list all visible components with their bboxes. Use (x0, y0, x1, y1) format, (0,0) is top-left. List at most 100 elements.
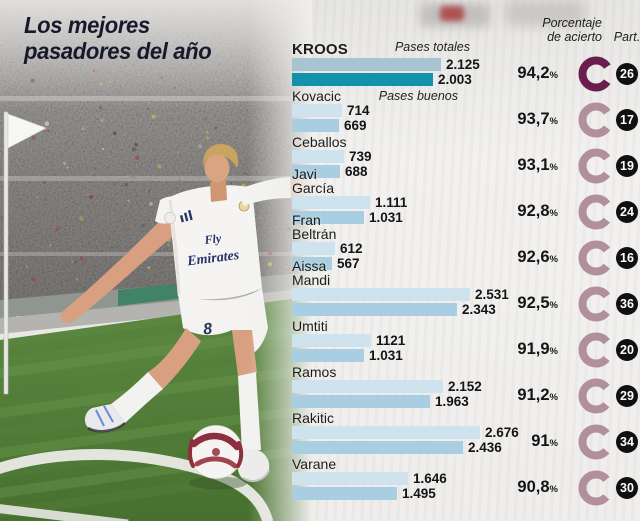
value-pases-buenos: 1.031 (369, 348, 403, 363)
value-pases-totales: 612 (340, 241, 363, 256)
svg-text:Emirates: Emirates (186, 248, 241, 269)
player-neck (210, 180, 227, 202)
accuracy-value: 92,8 (517, 202, 550, 220)
svg-text:Fly: Fly (203, 231, 223, 247)
accuracy-ring-svg (578, 424, 614, 460)
value-pases-totales: 2.125 (446, 57, 480, 72)
accuracy-ring-svg (578, 56, 614, 92)
player-name: Kovacic (292, 88, 342, 104)
player-sock (111, 372, 163, 423)
player-name: Fran Beltrán (292, 212, 337, 242)
accuracy-ring-svg (578, 378, 614, 414)
bar-pases-buenos (292, 73, 433, 86)
accuracy-ring-svg (578, 470, 614, 506)
jersey-sponsor-text: Fly Emirates (186, 231, 241, 269)
player-arm (60, 208, 180, 324)
accuracy-value: 93,1 (517, 156, 550, 174)
value-pases-totales: 1.646 (413, 471, 447, 486)
bar-pases-buenos (292, 257, 332, 270)
accuracy-percent: 91,9% (480, 340, 558, 359)
player-hair (203, 144, 239, 168)
percent-sign: % (549, 254, 558, 265)
value-pases-totales: 2.676 (485, 425, 519, 440)
accuracy-ring-svg (578, 286, 614, 322)
accuracy-ring-svg (578, 148, 614, 184)
accuracy-ring (576, 146, 616, 186)
player-name: Ceballos (292, 134, 347, 150)
value-pases-buenos: 2.436 (468, 440, 502, 455)
bar-pases-buenos (292, 441, 463, 454)
accuracy-value: 94,2 (517, 64, 550, 82)
value-pases-buenos: 567 (337, 256, 360, 271)
bar-pases-buenos (292, 165, 340, 178)
value-pases-totales: 1.111 (375, 195, 408, 210)
accuracy-percent: 93,7% (480, 110, 558, 129)
value-pases-buenos: 2.003 (438, 72, 472, 87)
matches-badge: 34 (616, 431, 638, 453)
percent-sign: % (549, 208, 558, 219)
percent-sign: % (549, 438, 558, 449)
accuracy-ring (576, 468, 616, 508)
percent-sign: % (549, 300, 558, 311)
accuracy-ring-svg (578, 194, 614, 230)
percent-sign: % (549, 392, 558, 403)
bar-pases-totales (292, 242, 335, 255)
accuracy-header-line1: Porcentaje (542, 16, 602, 30)
percent-sign: % (549, 346, 558, 357)
value-pases-buenos: 1.963 (435, 394, 469, 409)
accuracy-ring (576, 54, 616, 94)
accuracy-ring (576, 100, 616, 140)
player-jersey (168, 185, 262, 300)
soccer-ball (187, 425, 247, 490)
player-name: Ramos (292, 364, 337, 380)
accuracy-ring-svg (578, 240, 614, 276)
bar-pases-totales (292, 380, 443, 393)
percent-sign: % (549, 116, 558, 127)
accuracy-value: 91 (531, 432, 550, 450)
player-name: Varane (292, 456, 337, 472)
accuracy-ring (576, 192, 616, 232)
bar-pases-buenos (292, 119, 339, 132)
accuracy-value: 91,2 (517, 386, 550, 404)
accuracy-ring (576, 330, 616, 370)
touch-line (0, 504, 129, 521)
page-title: Los mejores pasadores del año (24, 12, 212, 64)
matches-badge: 19 (616, 155, 638, 177)
matches-badge: 36 (616, 293, 638, 315)
accuracy-percent: 93,1% (480, 156, 558, 175)
value-pases-buenos: 1.031 (369, 210, 403, 225)
accuracy-percent: 91,2% (480, 386, 558, 405)
bar-pases-totales (292, 150, 344, 163)
player-name: Rakitic (292, 410, 335, 426)
accuracy-ring (576, 238, 616, 278)
value-pases-buenos: 2.343 (462, 302, 496, 317)
bar-pases-totales (292, 58, 441, 71)
accuracy-percent: 92,8% (480, 202, 558, 221)
shorts-number-8: 8 (202, 321, 213, 339)
accuracy-value: 92,5 (517, 294, 550, 312)
value-pases-buenos: 1.495 (402, 486, 436, 501)
accuracy-ring (576, 284, 616, 324)
accuracy-ring (576, 422, 616, 462)
accuracy-percent: 92,5% (480, 294, 558, 313)
matches-column-header: Part. (613, 30, 640, 44)
accuracy-percent: 92,6% (480, 248, 558, 267)
bar-pases-buenos (292, 395, 430, 408)
player-name: Umtiti (292, 318, 328, 334)
accuracy-value: 92,6 (517, 248, 550, 266)
laliga-patch (164, 212, 176, 224)
title-line-2: pasadores del año (24, 38, 212, 64)
player-head (204, 153, 230, 183)
percent-sign: % (549, 70, 558, 81)
bar-pases-totales (292, 196, 370, 209)
player-name: KROOS (292, 41, 349, 58)
player-boot (84, 404, 125, 432)
matches-badge: 16 (616, 247, 638, 269)
matches-badge: 24 (616, 201, 638, 223)
accuracy-percent: 94,2% (480, 64, 558, 83)
accuracy-percent: 90,8% (480, 478, 558, 497)
matches-badge: 26 (616, 63, 638, 85)
accuracy-percent: 91% (480, 432, 558, 451)
matches-badge: 17 (616, 109, 638, 131)
